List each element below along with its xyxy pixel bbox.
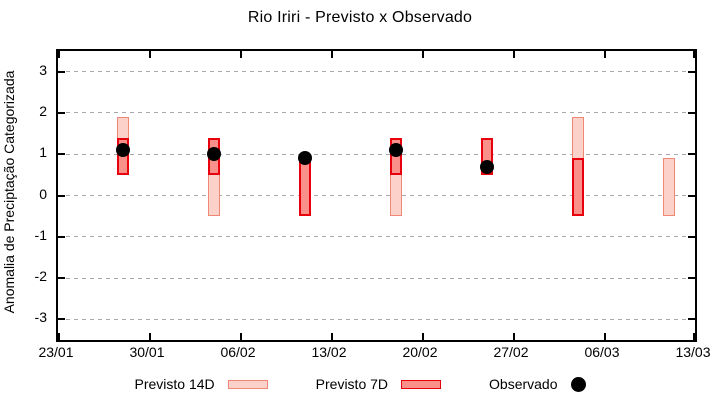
legend-label-previsto-7d: Previsto 7D (315, 376, 389, 392)
plot-area (56, 49, 697, 342)
y-tick-mark (688, 194, 695, 197)
h-gridline (58, 277, 695, 279)
legend-label-observado: Observado (489, 376, 558, 392)
observed-point (389, 143, 403, 158)
observed-point (298, 151, 312, 166)
y-tick-mark (688, 235, 695, 238)
x-tick-mark (604, 333, 606, 340)
legend: Previsto 14D Previsto 7D Observado (0, 372, 720, 396)
x-tick-label: 30/01 (129, 344, 165, 360)
forecast-14d-bar (663, 158, 675, 217)
x-tick-label: 06/02 (220, 344, 256, 360)
x-tick-label: 06/03 (584, 344, 620, 360)
y-tick-label: 0 (39, 185, 47, 202)
x-tick-mark (58, 51, 60, 58)
forecast-7d-bar (572, 158, 584, 217)
legend-item-previsto-14d: Previsto 14D (135, 376, 268, 392)
y-tick-mark (58, 70, 65, 73)
observed-point (480, 159, 494, 174)
h-gridline (58, 318, 695, 320)
x-tick-label: 13/03 (675, 344, 711, 360)
x-tick-label: 13/02 (311, 344, 347, 360)
legend-swatch-previsto-7d-icon (401, 379, 442, 389)
y-tick-mark (58, 277, 65, 280)
x-tick-mark (422, 333, 424, 340)
x-tick-mark (58, 333, 60, 340)
y-tick-label: -1 (34, 226, 47, 243)
y-tick-mark (58, 194, 65, 197)
x-tick-mark (331, 51, 333, 58)
y-tick-mark (58, 318, 65, 321)
x-tick-label: 23/01 (38, 344, 74, 360)
y-tick-label: -3 (34, 309, 47, 326)
h-gridline (58, 195, 695, 196)
legend-item-previsto-7d: Previsto 7D (315, 376, 442, 392)
observed-point (207, 147, 221, 162)
h-gridline (58, 71, 695, 73)
legend-item-observado: Observado (489, 376, 586, 392)
x-tick-mark (240, 51, 242, 58)
x-tick-mark (693, 51, 695, 58)
x-tick-mark (149, 333, 151, 340)
y-tick-mark (58, 111, 65, 114)
h-gridline (58, 236, 695, 238)
y-tick-mark (688, 70, 695, 73)
y-tick-label: 3 (39, 61, 47, 78)
y-tick-mark (688, 153, 695, 156)
x-tick-label: 20/02 (402, 344, 438, 360)
legend-dot-observado-icon (570, 376, 586, 392)
y-tick-mark (58, 153, 65, 156)
h-gridline (58, 153, 695, 155)
x-tick-mark (422, 51, 424, 58)
x-tick-mark (693, 333, 695, 340)
x-tick-label: 27/02 (493, 344, 529, 360)
x-tick-mark (513, 333, 515, 340)
h-gridline (58, 112, 695, 114)
y-tick-label: -2 (34, 268, 47, 285)
x-tick-mark (331, 333, 333, 340)
y-tick-mark (688, 277, 695, 280)
y-tick-mark (58, 235, 65, 238)
legend-label-previsto-14d: Previsto 14D (134, 376, 215, 392)
y-tick-label: 2 (39, 102, 47, 119)
x-tick-mark (240, 333, 242, 340)
forecast-7d-bar (299, 162, 311, 217)
legend-swatch-previsto-14d-icon (227, 379, 268, 389)
x-tick-mark (149, 51, 151, 58)
y-tick-mark (688, 318, 695, 321)
x-tick-mark (513, 51, 515, 58)
x-tick-mark (604, 51, 606, 58)
y-tick-mark (688, 111, 695, 114)
chart-title: Rio Iriri - Previsto x Observado (247, 9, 473, 26)
y-tick-label: 1 (39, 144, 47, 161)
observed-point (116, 143, 130, 158)
